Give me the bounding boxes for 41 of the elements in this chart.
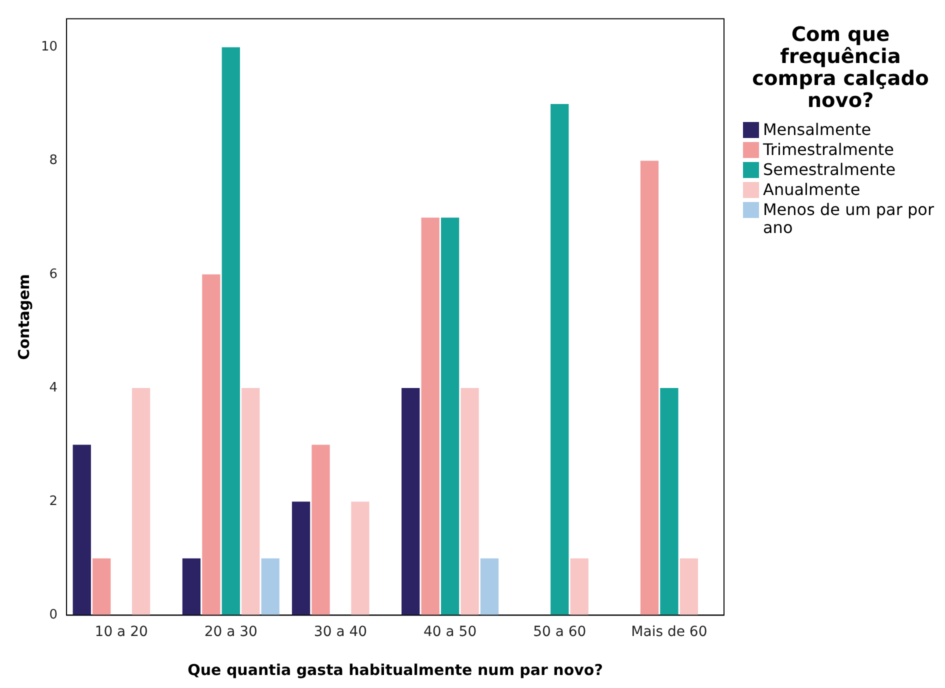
bar [242,388,260,616]
x-tick-label: 30 a 40 [314,624,368,640]
bar [261,558,280,616]
bar [312,444,330,616]
bar [92,558,111,616]
y-tick-label: 0 [49,608,58,623]
bar [640,160,659,616]
y-tick-label: 2 [49,494,58,509]
legend-title: Com que frequência compra calçado novo? [751,22,930,112]
bar [202,274,220,616]
x-tick-label: 50 a 60 [533,624,586,640]
bar [460,388,479,616]
bar [660,388,678,616]
bar [550,104,569,616]
bar [402,388,420,616]
x-axis-title: Que quantia gasta habitualmente num par novo? [188,660,603,679]
legend-label: Trimestralmente [763,140,894,159]
x-tick-label: Mais de 60 [631,624,708,640]
bar [570,558,588,616]
bar [480,558,499,616]
legend-label: Anualmente [763,180,860,199]
legend-label: Semestralmente [763,160,896,179]
x-tick-label: 20 a 30 [204,624,258,640]
y-tick-label: 4 [49,380,58,396]
legend-label: Menos de um par por ano [763,200,936,237]
bar [440,218,460,616]
y-tick-label: 8 [49,153,58,168]
bar [351,502,370,616]
y-tick-label: 6 [49,266,58,282]
y-tick-label: 10 [40,40,58,55]
bar [292,502,310,616]
bar [222,47,240,616]
bar [680,558,698,616]
legend-label: Mensalmente [763,120,872,139]
bar [182,558,201,616]
bar [132,388,150,616]
x-tick-label: 40 a 50 [424,624,477,640]
y-axis-title: Contagem [14,274,33,360]
bar [421,218,440,616]
x-tick-label: 10 a 20 [94,624,148,640]
bar [72,444,91,616]
